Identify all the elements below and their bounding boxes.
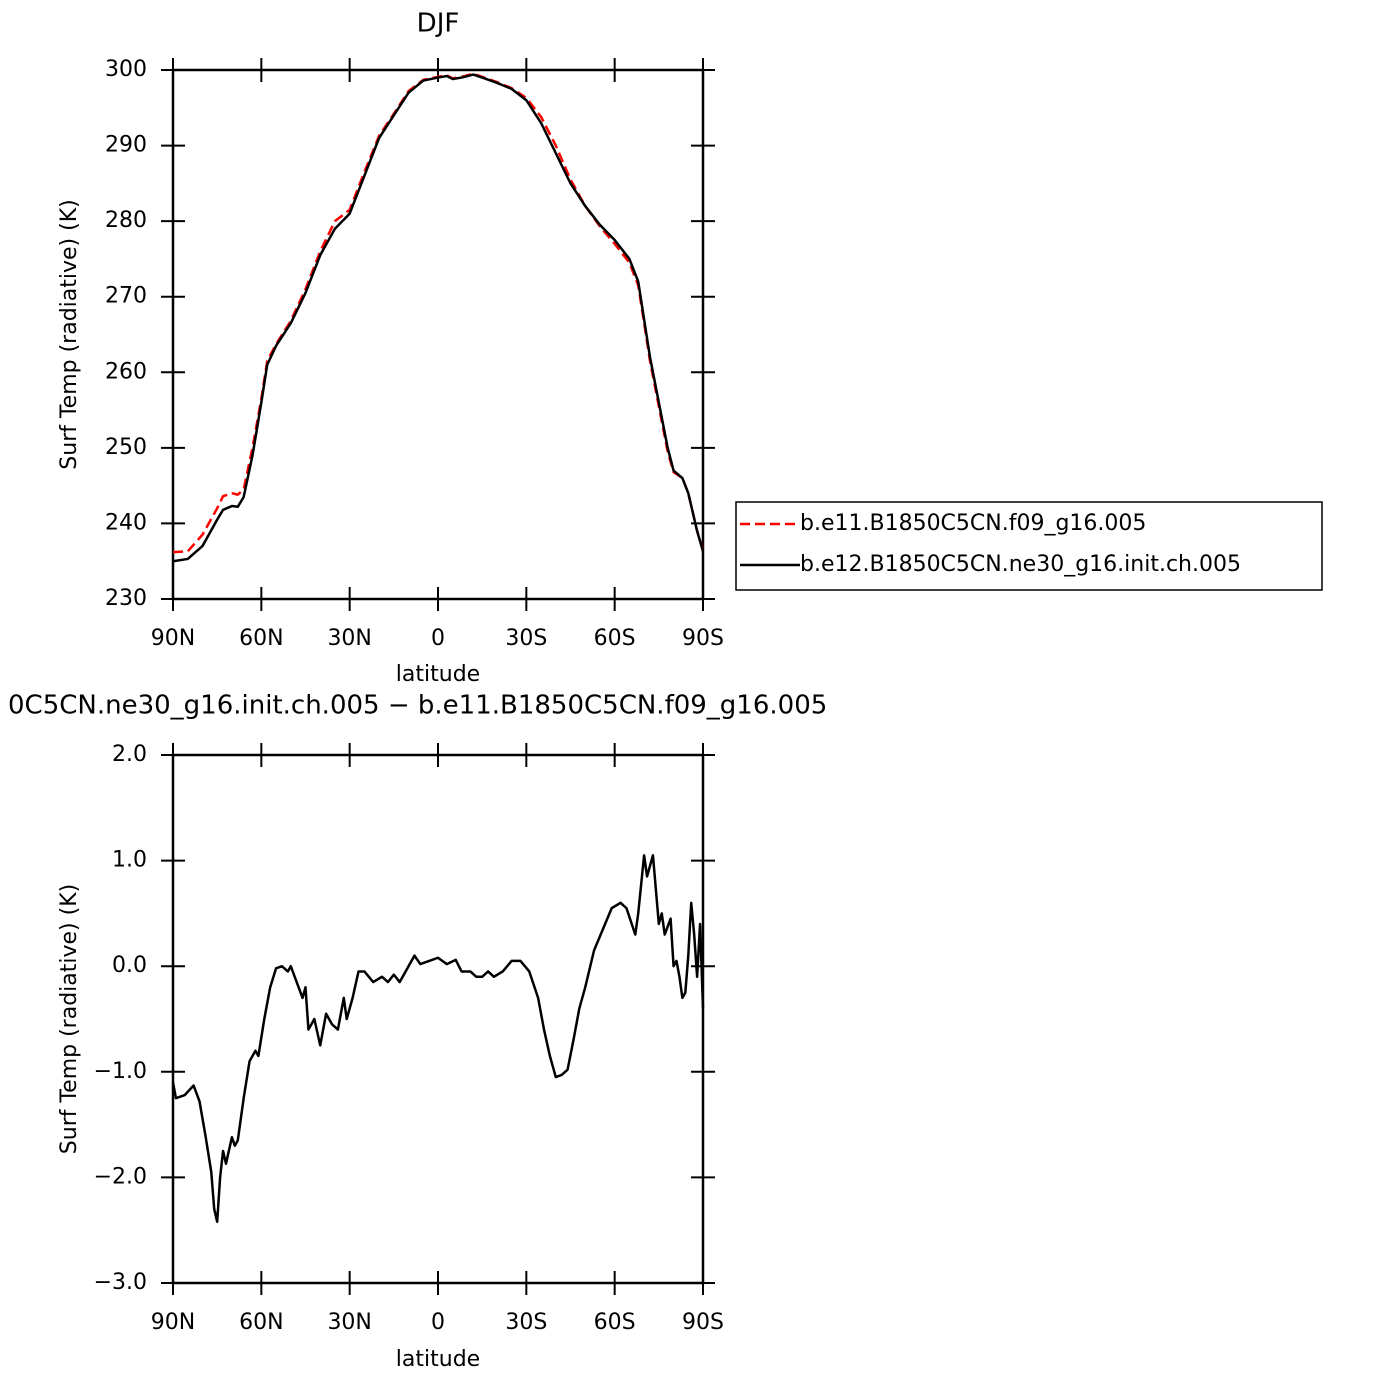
x-tick-label: 30N (327, 1310, 371, 1335)
y-tick-label: 270 (105, 284, 147, 309)
y-tick-label: 250 (105, 435, 147, 460)
x-tick-label: 30S (505, 1310, 547, 1335)
x-tick-label: 90S (682, 1310, 724, 1335)
y-tick-label: 260 (105, 359, 147, 384)
y-tick-label: −3.0 (94, 1270, 147, 1295)
legend-label: b.e11.B1850C5CN.f09_g16.005 (800, 511, 1146, 536)
legend-label: b.e12.B1850C5CN.ne30_g16.init.ch.005 (800, 552, 1241, 577)
legend-box (735, 501, 1323, 591)
plot-frame (171, 753, 705, 1285)
y-tick-label: 1.0 (112, 848, 147, 873)
y-tick-label: 290 (105, 133, 147, 158)
x-tick-label: 0 (431, 626, 445, 651)
x-tick-label: 90N (151, 626, 195, 651)
y-axis-label: Surf Temp (radiative) (K) (57, 199, 82, 469)
x-axis-label: latitude (396, 662, 480, 687)
y-tick-label: −1.0 (94, 1059, 147, 1084)
y-tick-label: −2.0 (94, 1164, 147, 1189)
x-tick-label: 90N (151, 1310, 195, 1335)
x-tick-label: 90S (682, 626, 724, 651)
x-axis-label: latitude (396, 1347, 480, 1372)
x-tick-label: 60N (239, 1310, 283, 1335)
x-tick-label: 60S (594, 1310, 636, 1335)
y-tick-label: 300 (105, 57, 147, 82)
y-axis-label: Surf Temp (radiative) (K) (57, 884, 82, 1154)
chart-title: DJF (417, 9, 460, 39)
x-tick-label: 60N (239, 626, 283, 651)
y-tick-label: 0.0 (112, 953, 147, 978)
x-tick-label: 60S (594, 626, 636, 651)
chart-title: 0C5CN.ne30_g16.init.ch.005 − b.e11.B1850… (8, 691, 827, 721)
x-tick-label: 30S (505, 626, 547, 651)
x-tick-label: 0 (431, 1310, 445, 1335)
y-tick-label: 280 (105, 208, 147, 233)
y-tick-label: 230 (105, 586, 147, 611)
plot-frame (171, 68, 705, 601)
series-line (172, 72, 705, 554)
y-tick-label: 2.0 (112, 742, 147, 767)
series-line (172, 73, 705, 563)
series-line (171, 854, 705, 1223)
y-tick-label: 240 (105, 510, 147, 535)
x-tick-label: 30N (327, 626, 371, 651)
